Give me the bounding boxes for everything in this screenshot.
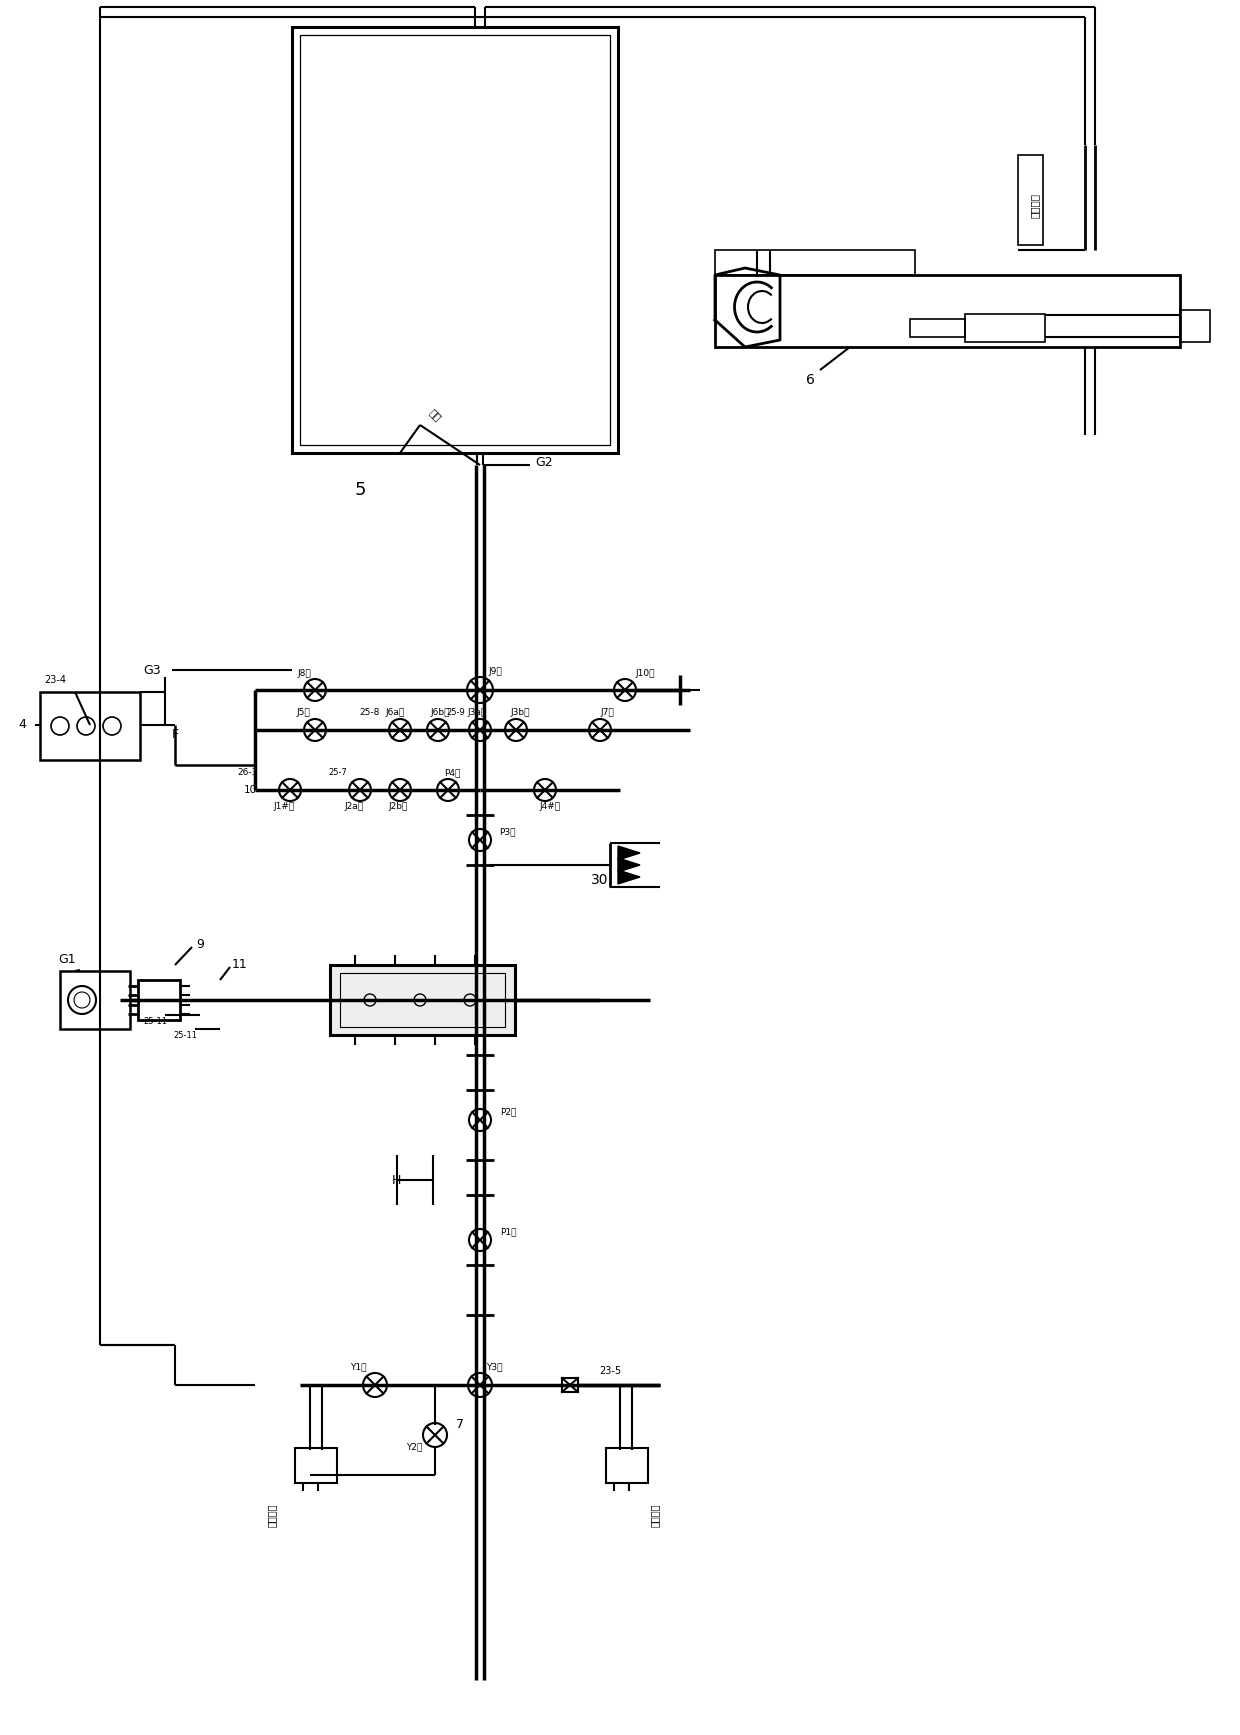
Text: G3: G3 <box>143 663 161 677</box>
Text: Y3关: Y3关 <box>486 1362 502 1371</box>
Text: 回流液罐: 回流液罐 <box>1030 193 1040 217</box>
Bar <box>138 980 180 1020</box>
Text: J6b关: J6b关 <box>430 708 450 718</box>
Bar <box>1180 311 1210 342</box>
Text: J7开: J7开 <box>600 708 614 718</box>
Text: J2a开: J2a开 <box>345 803 363 812</box>
Text: G1: G1 <box>58 954 76 966</box>
Text: 6: 6 <box>806 373 815 387</box>
Text: 25-8: 25-8 <box>360 708 381 718</box>
Text: 23-5: 23-5 <box>599 1365 621 1376</box>
Polygon shape <box>618 869 640 885</box>
Text: 25-7: 25-7 <box>329 769 347 777</box>
Bar <box>715 250 915 276</box>
Bar <box>295 1449 337 1483</box>
Text: P4关: P4关 <box>444 769 460 777</box>
Text: J3a开: J3a开 <box>467 708 486 718</box>
Polygon shape <box>618 859 640 873</box>
Text: J1#开: J1#开 <box>273 803 295 812</box>
Bar <box>606 1449 649 1483</box>
Text: J8开: J8开 <box>298 668 311 677</box>
Text: 25-11: 25-11 <box>143 1017 167 1025</box>
Bar <box>291 28 618 453</box>
Text: P1关: P1关 <box>500 1227 516 1237</box>
Bar <box>40 692 140 760</box>
Text: 23-4: 23-4 <box>43 675 66 685</box>
Text: 4: 4 <box>19 718 26 732</box>
Text: J2b开: J2b开 <box>388 803 408 812</box>
Text: J4#开: J4#开 <box>539 803 560 812</box>
Bar <box>562 1378 578 1391</box>
Text: 装输压泵: 装输压泵 <box>267 1503 277 1527</box>
Text: 26-3: 26-3 <box>238 769 258 777</box>
Bar <box>330 965 515 1036</box>
Text: 装输压泵: 装输压泵 <box>650 1503 660 1527</box>
Text: J3b关: J3b关 <box>510 708 529 718</box>
Text: 25-9: 25-9 <box>446 708 465 718</box>
Bar <box>1018 154 1043 245</box>
Text: J6a开: J6a开 <box>386 708 404 718</box>
Text: 10: 10 <box>243 784 257 795</box>
Text: J9关: J9关 <box>489 668 502 677</box>
Text: Y1关: Y1关 <box>350 1362 366 1371</box>
Bar <box>965 314 1045 342</box>
Text: F: F <box>171 729 179 741</box>
Text: Y2开: Y2开 <box>405 1442 422 1452</box>
Text: P2关: P2关 <box>500 1107 516 1117</box>
Text: 9: 9 <box>196 939 203 951</box>
Polygon shape <box>618 847 640 861</box>
Text: G2: G2 <box>536 456 553 470</box>
Text: 7: 7 <box>456 1419 464 1431</box>
Text: J5开: J5开 <box>296 708 310 718</box>
Bar <box>60 972 130 1029</box>
Text: P3开: P3开 <box>498 828 516 836</box>
Text: H: H <box>392 1173 401 1187</box>
Text: J10开: J10开 <box>635 668 655 677</box>
Text: 25-11: 25-11 <box>174 1031 197 1039</box>
Text: 放槽: 放槽 <box>427 408 443 423</box>
Bar <box>715 276 1180 347</box>
Text: 30: 30 <box>591 873 609 887</box>
Text: 11: 11 <box>232 958 248 972</box>
Bar <box>340 973 505 1027</box>
Bar <box>910 319 965 337</box>
Text: 5: 5 <box>355 481 367 500</box>
Bar <box>300 35 610 444</box>
